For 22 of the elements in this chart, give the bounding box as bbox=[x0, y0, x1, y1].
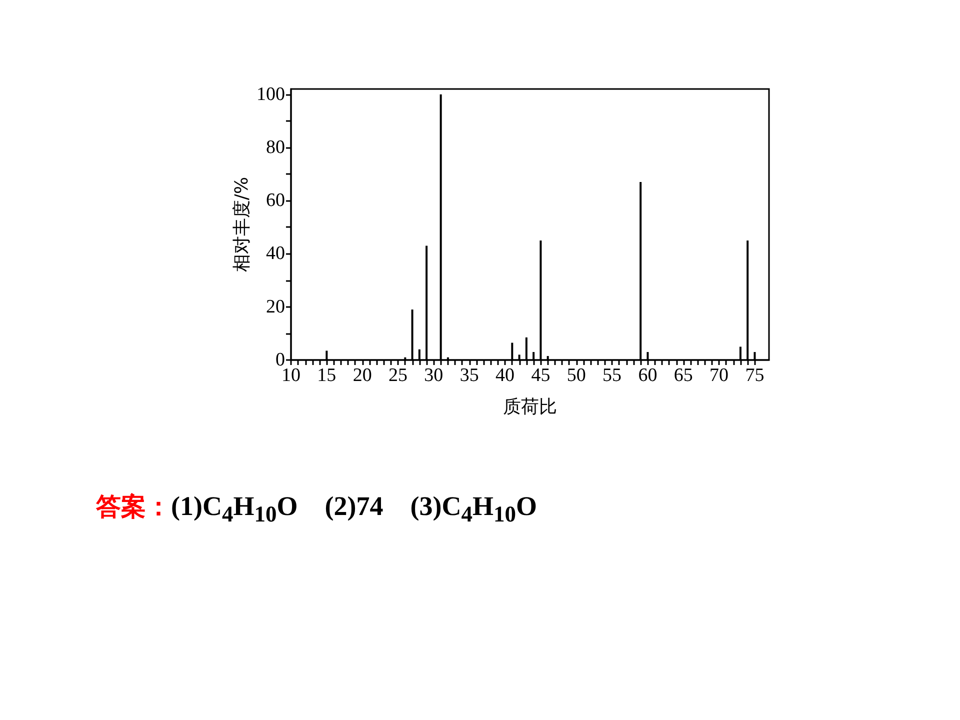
x-tick-label: 35 bbox=[460, 365, 479, 386]
x-tick-label: 30 bbox=[424, 365, 444, 386]
x-tick-label: 55 bbox=[602, 365, 622, 386]
y-axis-title: 相对丰度/% bbox=[232, 176, 252, 272]
x-tick-label: 40 bbox=[496, 365, 515, 386]
y-tick-label: 60 bbox=[266, 190, 285, 212]
x-tick-label: 20 bbox=[352, 365, 372, 386]
x-tick-label: 50 bbox=[566, 365, 586, 386]
x-tick-label: 75 bbox=[745, 365, 764, 386]
text: (1)C$_{4}$H$_{10}$O (2)74 (3)C$_{4}$H$_{10}$O bbox=[171, 491, 537, 526]
y-tick-label: 100 bbox=[256, 84, 285, 105]
x-tick-label: 65 bbox=[674, 365, 693, 386]
y-tick-label: 20 bbox=[266, 296, 285, 318]
x-tick-label: 70 bbox=[710, 365, 729, 386]
x-tick-label: 15 bbox=[317, 365, 336, 386]
y-tick-label: 40 bbox=[266, 243, 285, 264]
x-tick-label: 25 bbox=[388, 365, 408, 386]
y-tick-label: 80 bbox=[266, 136, 285, 158]
x-tick-label: 45 bbox=[531, 365, 550, 386]
x-tick-label: 60 bbox=[638, 365, 658, 386]
text: 答案： bbox=[96, 492, 171, 521]
x-axis-title: 质荷比 bbox=[503, 396, 557, 418]
